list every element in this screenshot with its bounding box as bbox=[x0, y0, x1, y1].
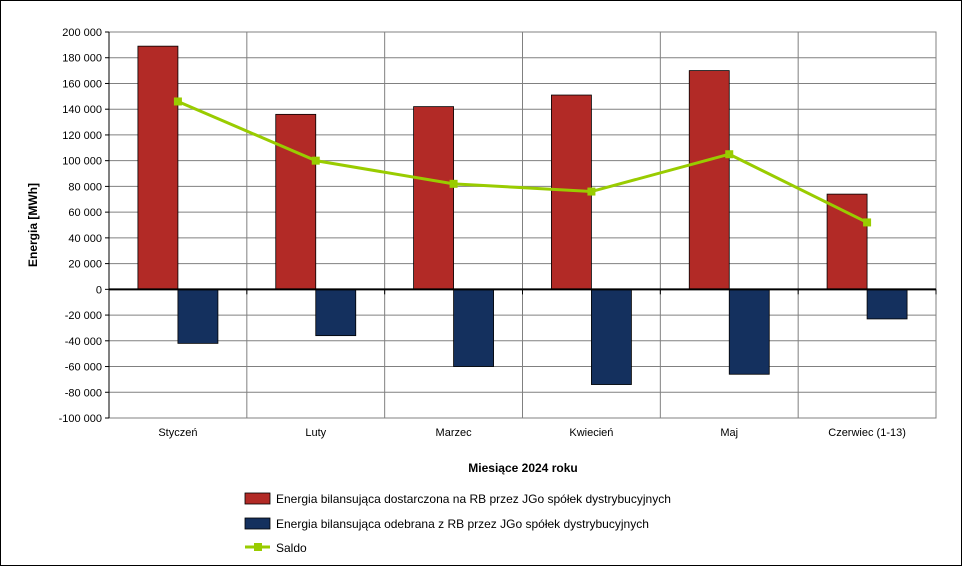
x-axis-title: Miesiące 2024 roku bbox=[468, 461, 577, 475]
legend-label-received: Energia bilansująca odebrana z RB przez … bbox=[276, 517, 649, 531]
y-tick-label: -40 000 bbox=[65, 336, 102, 348]
legend-label-delivered: Energia bilansująca dostarczona na RB pr… bbox=[276, 492, 671, 506]
y-tick-label: -100 000 bbox=[59, 413, 102, 425]
y-tick-label: -20 000 bbox=[65, 310, 102, 322]
saldo-point bbox=[725, 150, 734, 159]
saldo-line bbox=[173, 97, 872, 227]
bar-delivered bbox=[826, 193, 868, 290]
bar-received bbox=[453, 288, 494, 367]
y-tick-label: 140 000 bbox=[62, 104, 102, 116]
saldo-point bbox=[587, 187, 596, 196]
y-tick-label: -60 000 bbox=[65, 362, 102, 374]
x-tick-label: Czerwiec (1-13) bbox=[828, 427, 906, 439]
bar-received bbox=[728, 288, 770, 375]
y-tick-label: 0 bbox=[96, 284, 102, 296]
y-tick-label: 160 000 bbox=[62, 78, 102, 90]
legend-label-saldo: Saldo bbox=[276, 541, 307, 555]
x-tick-label: Marzec bbox=[436, 427, 473, 439]
x-tick-label: Maj bbox=[720, 427, 738, 439]
y-ticks: 200 000 180 000 160 000 140 000 120 000 100 0… bbox=[59, 27, 110, 425]
y-tick-label: 120 000 bbox=[62, 130, 102, 142]
saldo-point bbox=[311, 156, 320, 165]
y-tick-label: 200 000 bbox=[62, 27, 102, 39]
bar-delivered bbox=[275, 113, 317, 290]
bar-delivered bbox=[413, 106, 454, 290]
bar-received bbox=[315, 288, 357, 337]
legend-swatch-delivered bbox=[244, 492, 271, 505]
saldo-point bbox=[173, 97, 182, 106]
bars bbox=[137, 45, 908, 385]
y-tick-label: 80 000 bbox=[68, 181, 102, 193]
saldo-polyline bbox=[177, 100, 868, 224]
grid bbox=[109, 31, 936, 419]
y-tick-label: 20 000 bbox=[68, 259, 102, 271]
saldo-point bbox=[863, 218, 872, 227]
y-axis-title: Energia [MWh] bbox=[26, 183, 40, 267]
bar-delivered bbox=[137, 45, 179, 290]
bar-received bbox=[591, 288, 632, 385]
x-ticks: Styczeń Luty Marzec Kwiecień Maj Czerwiec (1-… bbox=[158, 427, 906, 439]
legend: Energia bilansująca dostarczona na RB pr… bbox=[244, 492, 671, 555]
x-tick-label: Kwiecień bbox=[569, 427, 613, 439]
y-tick-label: 180 000 bbox=[62, 53, 102, 65]
x-tick-label: Luty bbox=[305, 427, 326, 439]
bar-received bbox=[866, 288, 908, 320]
x-tick-label: Styczeń bbox=[158, 427, 197, 439]
y-tick-label: 40 000 bbox=[68, 233, 102, 245]
y-tick-label: 60 000 bbox=[68, 207, 102, 219]
bar-delivered bbox=[688, 70, 730, 290]
saldo-point bbox=[449, 179, 458, 188]
y-tick-label: -80 000 bbox=[65, 387, 102, 399]
legend-swatch-received bbox=[244, 517, 271, 530]
y-tick-label: 100 000 bbox=[62, 156, 102, 168]
bar-received bbox=[177, 288, 219, 344]
legend-marker-saldo bbox=[254, 543, 262, 551]
